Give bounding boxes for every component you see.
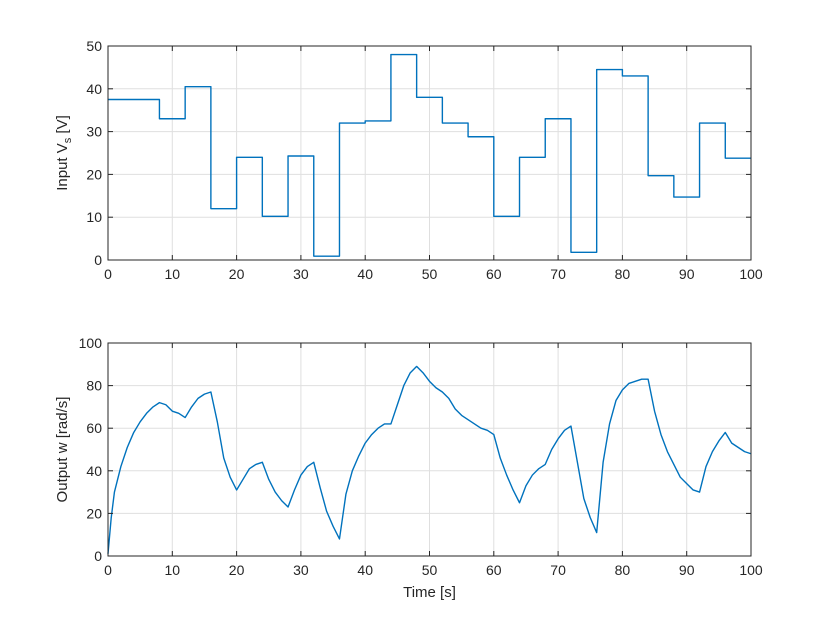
chart-1-x-tick-label: 50 [422,266,438,282]
chart-1-x-tick-label: 40 [357,266,373,282]
chart-1-y-axis-label: Input Vs [V] [54,115,74,191]
chart-1-y-tick-label: 20 [86,166,102,182]
chart-1-y-tick-label: 0 [94,252,102,268]
chart-1-y-axis-label-subscript: s [62,137,74,143]
chart-1-y-tick-label: 10 [86,209,102,225]
chart-2-x-tick-label: 10 [165,562,181,578]
chart-2-x-tick-label: 70 [550,562,566,578]
chart-2-x-tick-label: 100 [739,562,763,578]
chart-1-y-tick-label: 50 [86,38,102,54]
chart-2-series-line-1 [107,365,752,554]
chart-1-x-tick-label: 80 [615,266,631,282]
chart-2-y-tick-label: 0 [94,548,102,564]
chart-2-y-axis-label: Output w [rad/s] [54,397,71,503]
chart-1-y-tick-label: 30 [86,124,102,140]
chart-1-x-tick-label: 10 [165,266,181,282]
chart-1-x-tick-label: 20 [229,266,245,282]
chart-1-x-tick-label: 60 [486,266,502,282]
chart-1: 0 10 20 30 40 50 60 70 80 90 100 0 10 20 30 40 50 Input V… [54,38,763,282]
chart-2-x-tick-label: 0 [104,562,112,578]
chart-2-y-tick-label: 100 [79,335,103,351]
chart-1-y-tick-label: 40 [86,81,102,97]
chart-1-x-tick-label: 30 [293,266,309,282]
chart-2: 0 10 20 30 40 50 60 70 80 90 100 0 20 40 60 80 100 Output… [54,335,763,601]
chart-1-y-axis-label-main: Input V [54,143,71,191]
chart-1-x-tick-label: 0 [104,266,112,282]
chart-2-x-tick-label: 20 [229,562,245,578]
chart-2-y-tick-label: 80 [86,378,102,394]
chart-1-x-tick-label: 90 [679,266,695,282]
chart-2-y-tick-label: 60 [86,420,102,436]
chart-2-x-axis-label: Time [s] [403,584,456,601]
chart-2-y-tick-label: 20 [86,505,102,521]
chart-1-x-tick-label: 100 [739,266,763,282]
chart-2-y-tick-label: 40 [86,463,102,479]
chart-2-x-tick-label: 50 [422,562,438,578]
chart-2-x-tick-label: 80 [615,562,631,578]
chart-1-series-line-1 [108,53,751,257]
chart-2-x-tick-label: 60 [486,562,502,578]
chart-2-x-tick-label: 30 [293,562,309,578]
chart-2-x-tick-label: 40 [357,562,373,578]
chart-1-x-tick-label: 70 [550,266,566,282]
chart-1-y-axis-label-unit: [V] [54,115,71,138]
chart-2-x-tick-label: 90 [679,562,695,578]
